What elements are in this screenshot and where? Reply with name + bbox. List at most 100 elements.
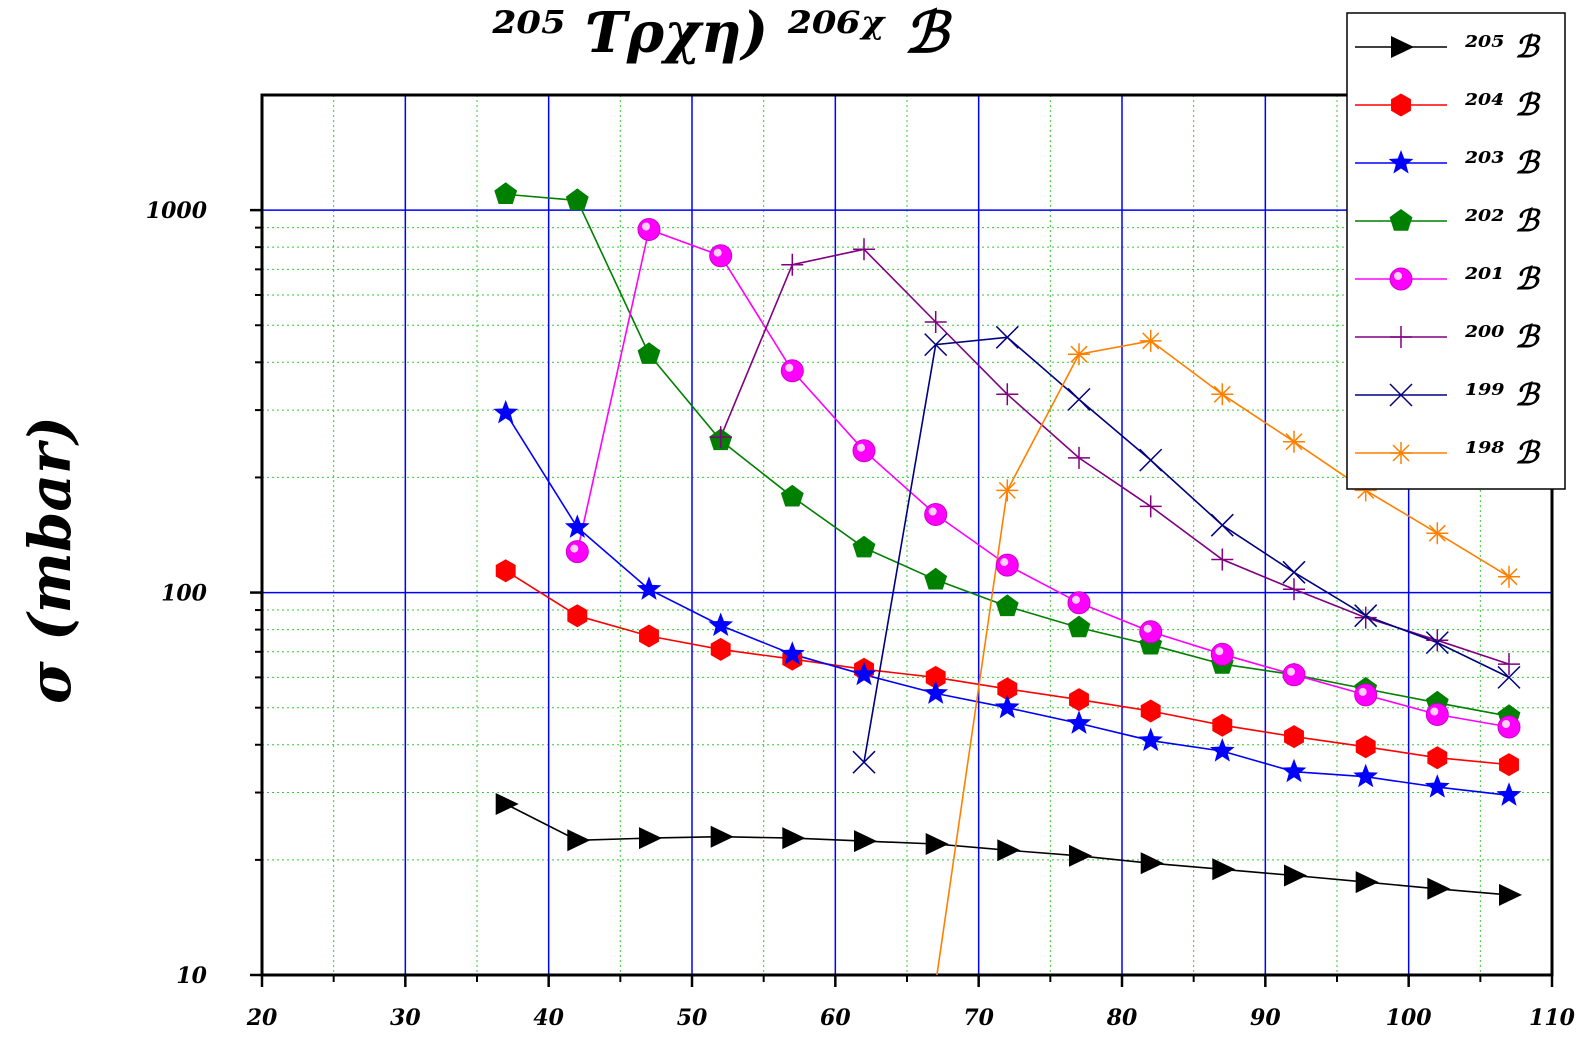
data-point-highlight <box>1358 687 1367 696</box>
data-point <box>851 661 877 686</box>
y-tick-label: 10 <box>176 963 207 989</box>
legend-marker-shape <box>1388 150 1414 174</box>
data-point <box>854 830 877 853</box>
data-point <box>924 333 948 357</box>
data-point-shape <box>494 182 518 205</box>
legend-marker <box>1389 267 1413 291</box>
data-point-shape <box>1067 615 1091 638</box>
data-point <box>1069 688 1089 712</box>
x-tick-label: 80 <box>1106 1005 1138 1031</box>
data-point-shape <box>1139 620 1163 644</box>
data-point-shape <box>997 839 1021 862</box>
legend-label: ²⁰¹ ℬ <box>1465 262 1541 297</box>
data-point <box>923 680 949 704</box>
data-point <box>852 439 876 463</box>
data-point <box>1067 615 1091 638</box>
data-point-shape <box>852 750 876 774</box>
legend-label: ¹⁹⁸ ℬ <box>1465 436 1541 471</box>
data-point-shape <box>564 514 590 538</box>
data-point-shape <box>924 567 948 590</box>
data-point <box>781 253 804 276</box>
data-point-shape <box>1354 604 1378 628</box>
data-point-shape <box>995 553 1019 577</box>
data-point-shape <box>1427 877 1451 900</box>
data-point-shape <box>1212 713 1233 737</box>
data-point-shape <box>493 399 519 424</box>
data-point-shape <box>782 827 806 850</box>
legend-label: ²⁰⁴ ℬ <box>1465 88 1541 123</box>
data-point-shape <box>1140 699 1161 723</box>
data-point <box>1211 383 1234 406</box>
x-tick-label: 90 <box>1250 1005 1281 1031</box>
data-point <box>710 637 731 661</box>
legend-marker <box>1391 93 1411 117</box>
data-point-shape <box>1499 883 1522 906</box>
data-point-shape <box>1210 642 1234 666</box>
chart-title: ²⁰⁵ Ƭρχη) ²⁰⁶ᵡ ℬ <box>492 0 953 66</box>
data-point <box>1140 699 1161 723</box>
x-tick-label: 50 <box>677 1005 708 1031</box>
data-point-shape <box>1497 665 1521 689</box>
data-point-highlight <box>1430 707 1439 716</box>
data-point <box>924 503 948 526</box>
data-point-shape <box>781 253 804 276</box>
data-point-shape <box>567 604 588 628</box>
data-point <box>780 484 804 507</box>
data-point <box>1281 758 1307 783</box>
data-point-shape <box>1281 758 1307 783</box>
data-point <box>1282 663 1306 687</box>
data-point-highlight <box>1143 624 1152 633</box>
data-point <box>994 694 1020 719</box>
data-point-shape <box>1140 852 1164 875</box>
data-point-shape <box>1068 446 1090 469</box>
data-point-shape <box>851 661 877 686</box>
data-point-shape <box>994 694 1020 719</box>
data-point-shape <box>567 829 591 852</box>
data-point-shape <box>924 311 947 333</box>
data-point-shape <box>1427 746 1448 770</box>
legend-marker-highlight <box>1394 272 1402 280</box>
data-point <box>567 604 588 628</box>
data-point-shape <box>1210 513 1234 537</box>
data-point-shape <box>1139 448 1163 472</box>
legend-label: ²⁰² ℬ <box>1465 204 1541 239</box>
data-point <box>780 359 804 383</box>
data-point <box>924 311 947 333</box>
legend-label: ²⁰⁵ ℬ <box>1465 30 1541 65</box>
data-point <box>1139 620 1163 644</box>
x-tick-label: 30 <box>390 1005 421 1031</box>
data-point <box>1139 495 1162 518</box>
data-point-shape <box>1283 578 1305 601</box>
data-point <box>639 827 662 850</box>
data-point-shape <box>779 641 805 665</box>
data-point <box>1353 763 1379 788</box>
data-point <box>708 612 734 637</box>
data-point-highlight <box>1215 647 1224 656</box>
data-point-highlight <box>857 443 865 452</box>
x-tick-label: 70 <box>963 1005 994 1031</box>
data-point <box>1497 715 1521 739</box>
data-point <box>1067 387 1091 411</box>
data-point <box>996 479 1019 502</box>
data-point-shape <box>1498 565 1520 588</box>
data-point-shape <box>1068 343 1090 366</box>
data-point <box>995 553 1019 577</box>
data-point-shape <box>1211 548 1234 571</box>
data-point-shape <box>1499 753 1519 777</box>
data-point-shape <box>924 333 948 357</box>
data-point <box>997 677 1018 701</box>
data-point-shape <box>639 624 659 648</box>
data-point <box>1354 479 1377 502</box>
x-tick-label: 20 <box>246 1005 278 1031</box>
data-point <box>709 244 733 268</box>
legend-marker <box>1388 150 1414 174</box>
data-point <box>1496 782 1522 806</box>
data-point-shape <box>780 359 804 383</box>
data-point <box>1210 642 1234 666</box>
data-point-highlight <box>1502 720 1510 728</box>
data-point <box>1499 883 1522 906</box>
data-point <box>1282 560 1306 584</box>
data-point-shape <box>1355 871 1379 894</box>
data-point-shape <box>1069 688 1089 712</box>
